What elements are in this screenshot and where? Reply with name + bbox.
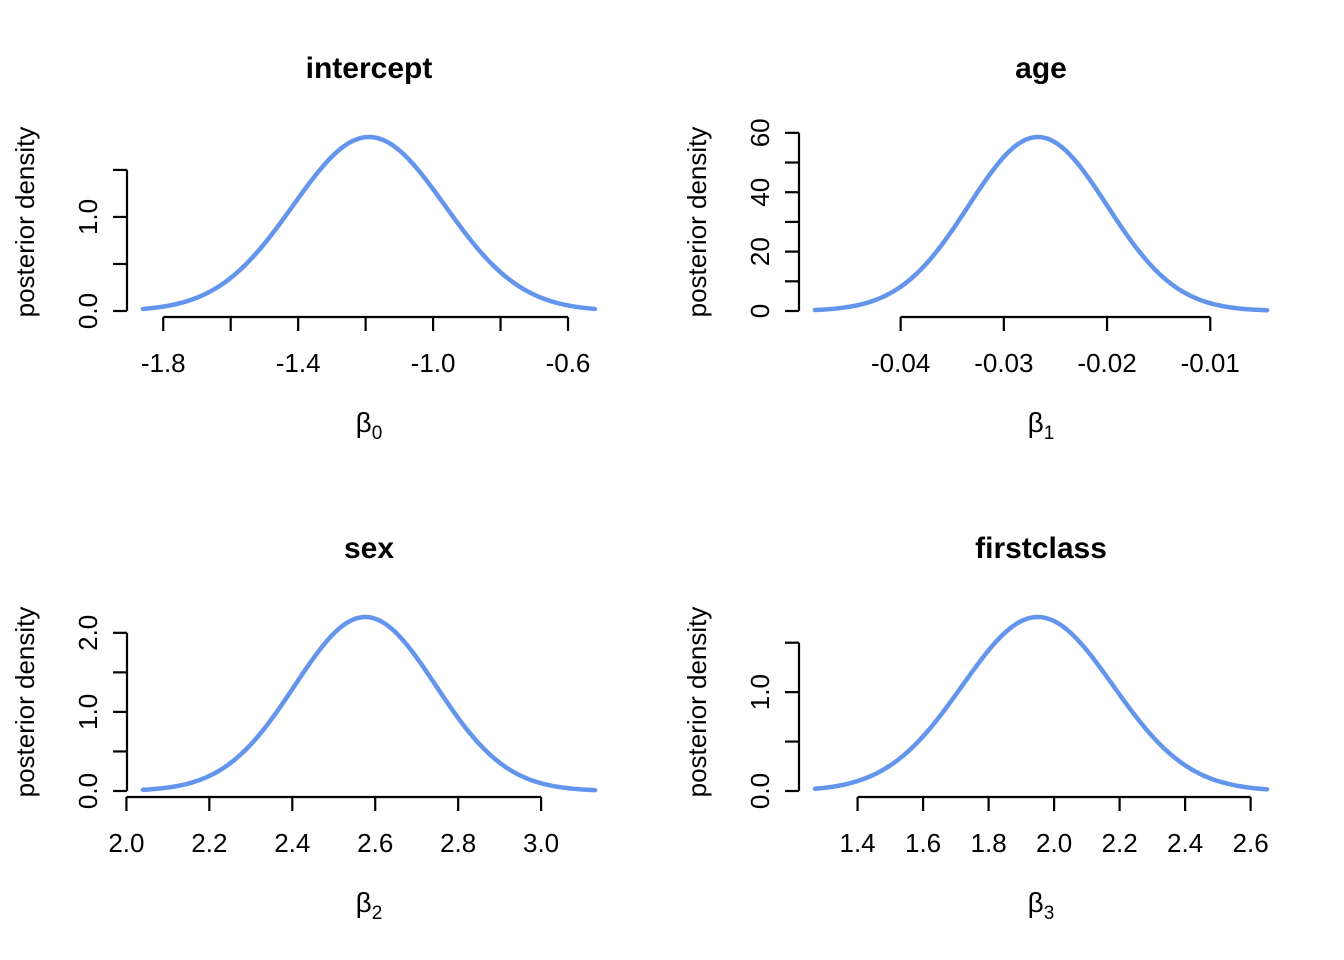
x-tick-label: -1.8 [141, 348, 186, 378]
x-tick-label: -0.6 [546, 348, 591, 378]
y-tick-label: 1.0 [745, 674, 775, 710]
x-tick-label: -1.4 [276, 348, 321, 378]
x-tick-label: 2.8 [440, 828, 476, 858]
y-axis-label: posterior density [10, 607, 40, 798]
x-tick-label: -0.01 [1181, 348, 1240, 378]
y-tick-label: 0.0 [73, 293, 103, 329]
x-axis-label: β1 [1028, 407, 1055, 444]
density-curve-group [140, 614, 598, 793]
panel-firstclass: firstclass posterior density β3 1.4 1.6 1.… [672, 480, 1344, 960]
density-curve-group [812, 614, 1270, 792]
y-tick-label: 40 [745, 178, 775, 207]
axes: 1.4 1.6 1.8 2.0 2.2 2.4 2.6 0.0 1.0 [745, 641, 1269, 858]
x-tick-label: 2.6 [1233, 828, 1269, 858]
x-tick-label: 2.2 [191, 828, 227, 858]
density-curve [140, 614, 598, 793]
x-tick-label: 1.4 [840, 828, 876, 858]
density-plot-sex: sex posterior density β2 2.0 2.2 2.4 2.6 2.8… [10, 532, 598, 924]
density-curve [812, 614, 1270, 792]
x-axis-label: β3 [1028, 887, 1055, 924]
x-tick-label: 2.6 [357, 828, 393, 858]
plot-title: age [1015, 52, 1067, 85]
plot-title: intercept [306, 52, 433, 85]
panel-sex: sex posterior density β2 2.0 2.2 2.4 2.6 2.8… [0, 480, 672, 960]
axes: -0.04 -0.03 -0.02 -0.01 0 20 40 60 [745, 118, 1240, 378]
x-tick-label: -0.03 [974, 348, 1033, 378]
x-tick-label: 1.8 [971, 828, 1007, 858]
y-tick-label: 20 [745, 237, 775, 266]
x-axis-label: β2 [356, 887, 383, 924]
density-curve-group [812, 134, 1270, 313]
density-plot-intercept: intercept posterior density β0 -1.8 -1.4-… [10, 52, 598, 444]
x-tick-label: -1.0 [411, 348, 456, 378]
y-tick-label: 0 [745, 304, 775, 318]
density-plot-age: age posterior density β1 -0.04 -0.03 -0.02… [682, 52, 1270, 444]
x-tick-label: 3.0 [523, 828, 559, 858]
x-tick-label: -0.02 [1077, 348, 1136, 378]
density-curve-group [140, 134, 598, 312]
panel-age: age posterior density β1 -0.04 -0.03 -0.02… [672, 0, 1344, 480]
y-tick-label: 2.0 [73, 615, 103, 651]
y-tick-label: 1.0 [73, 694, 103, 730]
plot-title: firstclass [975, 532, 1107, 565]
axes: -1.8 -1.4 -1.0 -0.6 0.0 1.0 [73, 168, 591, 378]
x-tick-label: 2.4 [274, 828, 310, 858]
y-tick-label: 60 [745, 118, 775, 147]
x-axis-label: β0 [356, 407, 383, 444]
x-tick-label: 2.0 [108, 828, 144, 858]
panel-intercept: intercept posterior density β0 -1.8 -1.4-… [0, 0, 672, 480]
y-tick-label: 1.0 [73, 199, 103, 235]
density-curve [812, 134, 1270, 313]
x-tick-label: 2.2 [1102, 828, 1138, 858]
density-curve [140, 134, 598, 312]
x-tick-label: 2.4 [1167, 828, 1203, 858]
x-tick-label: -0.04 [871, 348, 930, 378]
plot-title: sex [344, 532, 394, 565]
y-tick-label: 0.0 [73, 773, 103, 809]
y-axis-label: posterior density [682, 127, 712, 318]
x-tick-label: 2.0 [1036, 828, 1072, 858]
x-tick-label: 1.6 [905, 828, 941, 858]
y-tick-label: 0.0 [745, 773, 775, 809]
y-axis-label: posterior density [682, 607, 712, 798]
y-axis-label: posterior density [10, 127, 40, 318]
density-plot-firstclass: firstclass posterior density β3 1.4 1.6 1.… [682, 532, 1270, 924]
axes: 2.0 2.2 2.4 2.6 2.8 3.0 0.0 1.0 2.0 [73, 615, 559, 858]
